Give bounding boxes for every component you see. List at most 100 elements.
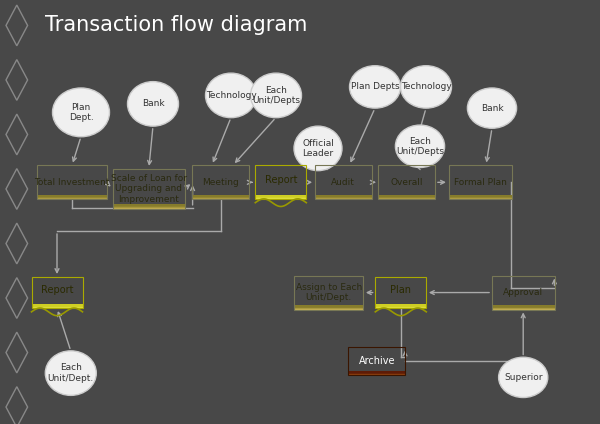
Bar: [348, 372, 406, 374]
Text: Total Investment: Total Investment: [34, 178, 110, 187]
Bar: [314, 196, 372, 199]
Bar: [348, 348, 406, 375]
Bar: [113, 204, 185, 207]
Bar: [314, 195, 372, 198]
Bar: [113, 206, 185, 208]
Bar: [314, 195, 372, 197]
Bar: [449, 197, 512, 199]
Bar: [113, 205, 185, 208]
Bar: [348, 371, 406, 373]
Bar: [492, 305, 554, 307]
Bar: [449, 195, 512, 198]
Bar: [113, 205, 185, 207]
Bar: [376, 277, 426, 309]
Bar: [37, 196, 107, 198]
Bar: [193, 196, 250, 198]
Bar: [295, 306, 364, 309]
Bar: [379, 197, 436, 199]
Bar: [113, 206, 185, 209]
Bar: [32, 305, 83, 307]
Bar: [449, 195, 512, 198]
Bar: [295, 307, 364, 310]
Bar: [32, 304, 83, 307]
Bar: [449, 196, 512, 199]
Text: Approval: Approval: [503, 288, 543, 297]
Bar: [295, 306, 364, 308]
Bar: [295, 307, 364, 310]
Bar: [348, 373, 406, 375]
Bar: [314, 195, 372, 198]
Bar: [295, 305, 364, 307]
Bar: [492, 307, 554, 309]
Bar: [256, 195, 307, 197]
Bar: [256, 195, 307, 197]
Bar: [449, 197, 512, 199]
Bar: [376, 305, 426, 307]
Bar: [314, 197, 372, 199]
Bar: [449, 195, 512, 197]
Bar: [314, 195, 372, 198]
Bar: [193, 197, 250, 199]
Bar: [449, 195, 512, 197]
Bar: [376, 304, 426, 307]
Bar: [376, 306, 426, 309]
Bar: [314, 197, 372, 199]
Bar: [379, 195, 436, 198]
Bar: [193, 195, 250, 197]
Bar: [256, 196, 307, 198]
Bar: [295, 306, 364, 308]
Text: Formal Plan: Formal Plan: [454, 178, 506, 187]
Bar: [37, 165, 107, 199]
Ellipse shape: [294, 126, 342, 170]
Bar: [449, 165, 512, 199]
Bar: [193, 195, 250, 198]
Bar: [32, 305, 83, 307]
Bar: [37, 197, 107, 199]
Bar: [492, 307, 554, 309]
Ellipse shape: [401, 66, 452, 108]
Bar: [37, 197, 107, 199]
Bar: [193, 196, 250, 198]
Bar: [193, 196, 250, 199]
Bar: [37, 195, 107, 197]
Bar: [492, 305, 554, 308]
Bar: [37, 195, 107, 197]
Bar: [492, 307, 554, 309]
Bar: [379, 196, 436, 199]
Bar: [379, 195, 436, 198]
Text: Scale of Loan for
Upgrading and
Improvement: Scale of Loan for Upgrading and Improvem…: [111, 174, 187, 204]
Bar: [379, 197, 436, 199]
Bar: [348, 373, 406, 375]
Bar: [376, 306, 426, 308]
Bar: [295, 276, 364, 310]
Bar: [376, 305, 426, 307]
Bar: [295, 306, 364, 308]
Bar: [256, 196, 307, 199]
Bar: [348, 373, 406, 374]
Bar: [376, 304, 426, 307]
Bar: [32, 306, 83, 308]
Text: Overall: Overall: [391, 178, 423, 187]
Bar: [37, 195, 107, 198]
Ellipse shape: [349, 66, 401, 108]
Bar: [376, 306, 426, 308]
Text: Transaction flow diagram: Transaction flow diagram: [45, 15, 307, 35]
Bar: [295, 307, 364, 309]
Bar: [348, 372, 406, 374]
Bar: [32, 306, 83, 308]
Bar: [32, 304, 83, 307]
Bar: [492, 276, 554, 310]
Bar: [256, 197, 307, 199]
Bar: [113, 205, 185, 208]
Bar: [113, 204, 185, 206]
Bar: [193, 195, 250, 197]
Text: Each
Unit/Depts: Each Unit/Depts: [396, 137, 444, 156]
Bar: [193, 197, 250, 199]
Bar: [37, 195, 107, 198]
Bar: [379, 197, 436, 199]
Bar: [193, 195, 250, 198]
Bar: [314, 165, 372, 199]
Text: Technology: Technology: [206, 91, 256, 100]
Bar: [256, 196, 307, 198]
Bar: [376, 305, 426, 307]
